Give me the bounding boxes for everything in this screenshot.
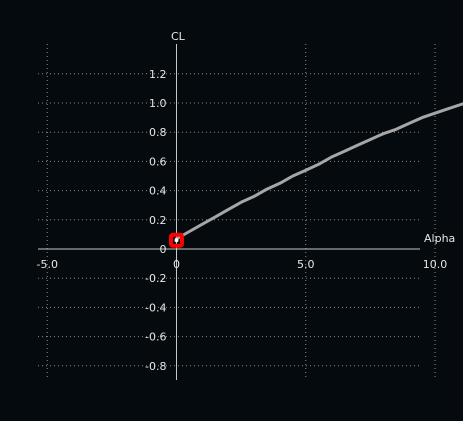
y-tick-label: -0.4 bbox=[145, 301, 166, 314]
y-tick-label: -0.8 bbox=[145, 360, 166, 373]
axes-layer bbox=[38, 44, 420, 380]
x-tick-label: 5.0 bbox=[297, 258, 315, 271]
y-tick-label: 1.0 bbox=[149, 97, 167, 110]
marker-layer bbox=[171, 235, 182, 246]
tick-layer: -10.0-5.005.010.015.0-0.8-0.6-0.4-0.200.… bbox=[0, 68, 463, 373]
y-axis-label: CL bbox=[171, 30, 186, 43]
series-line bbox=[177, 96, 463, 239]
y-tick-label: 0.2 bbox=[149, 214, 167, 227]
y-tick-label: 0.8 bbox=[149, 126, 167, 139]
y-tick-label: -0.2 bbox=[145, 272, 166, 285]
y-tick-label: 0.6 bbox=[149, 155, 167, 168]
operating-point-center bbox=[175, 238, 179, 242]
x-axis-label: Alpha bbox=[424, 232, 455, 245]
y-tick-label: 0 bbox=[160, 243, 167, 256]
y-tick-label: 1.2 bbox=[149, 68, 167, 81]
x-tick-label: 0 bbox=[173, 258, 180, 271]
grid-layer bbox=[0, 44, 463, 380]
y-tick-label: -0.6 bbox=[145, 331, 166, 344]
x-tick-label: 10.0 bbox=[423, 258, 448, 271]
series-layer bbox=[177, 96, 463, 239]
y-tick-label: 0.4 bbox=[149, 185, 167, 198]
x-tick-label: -5.0 bbox=[37, 258, 58, 271]
